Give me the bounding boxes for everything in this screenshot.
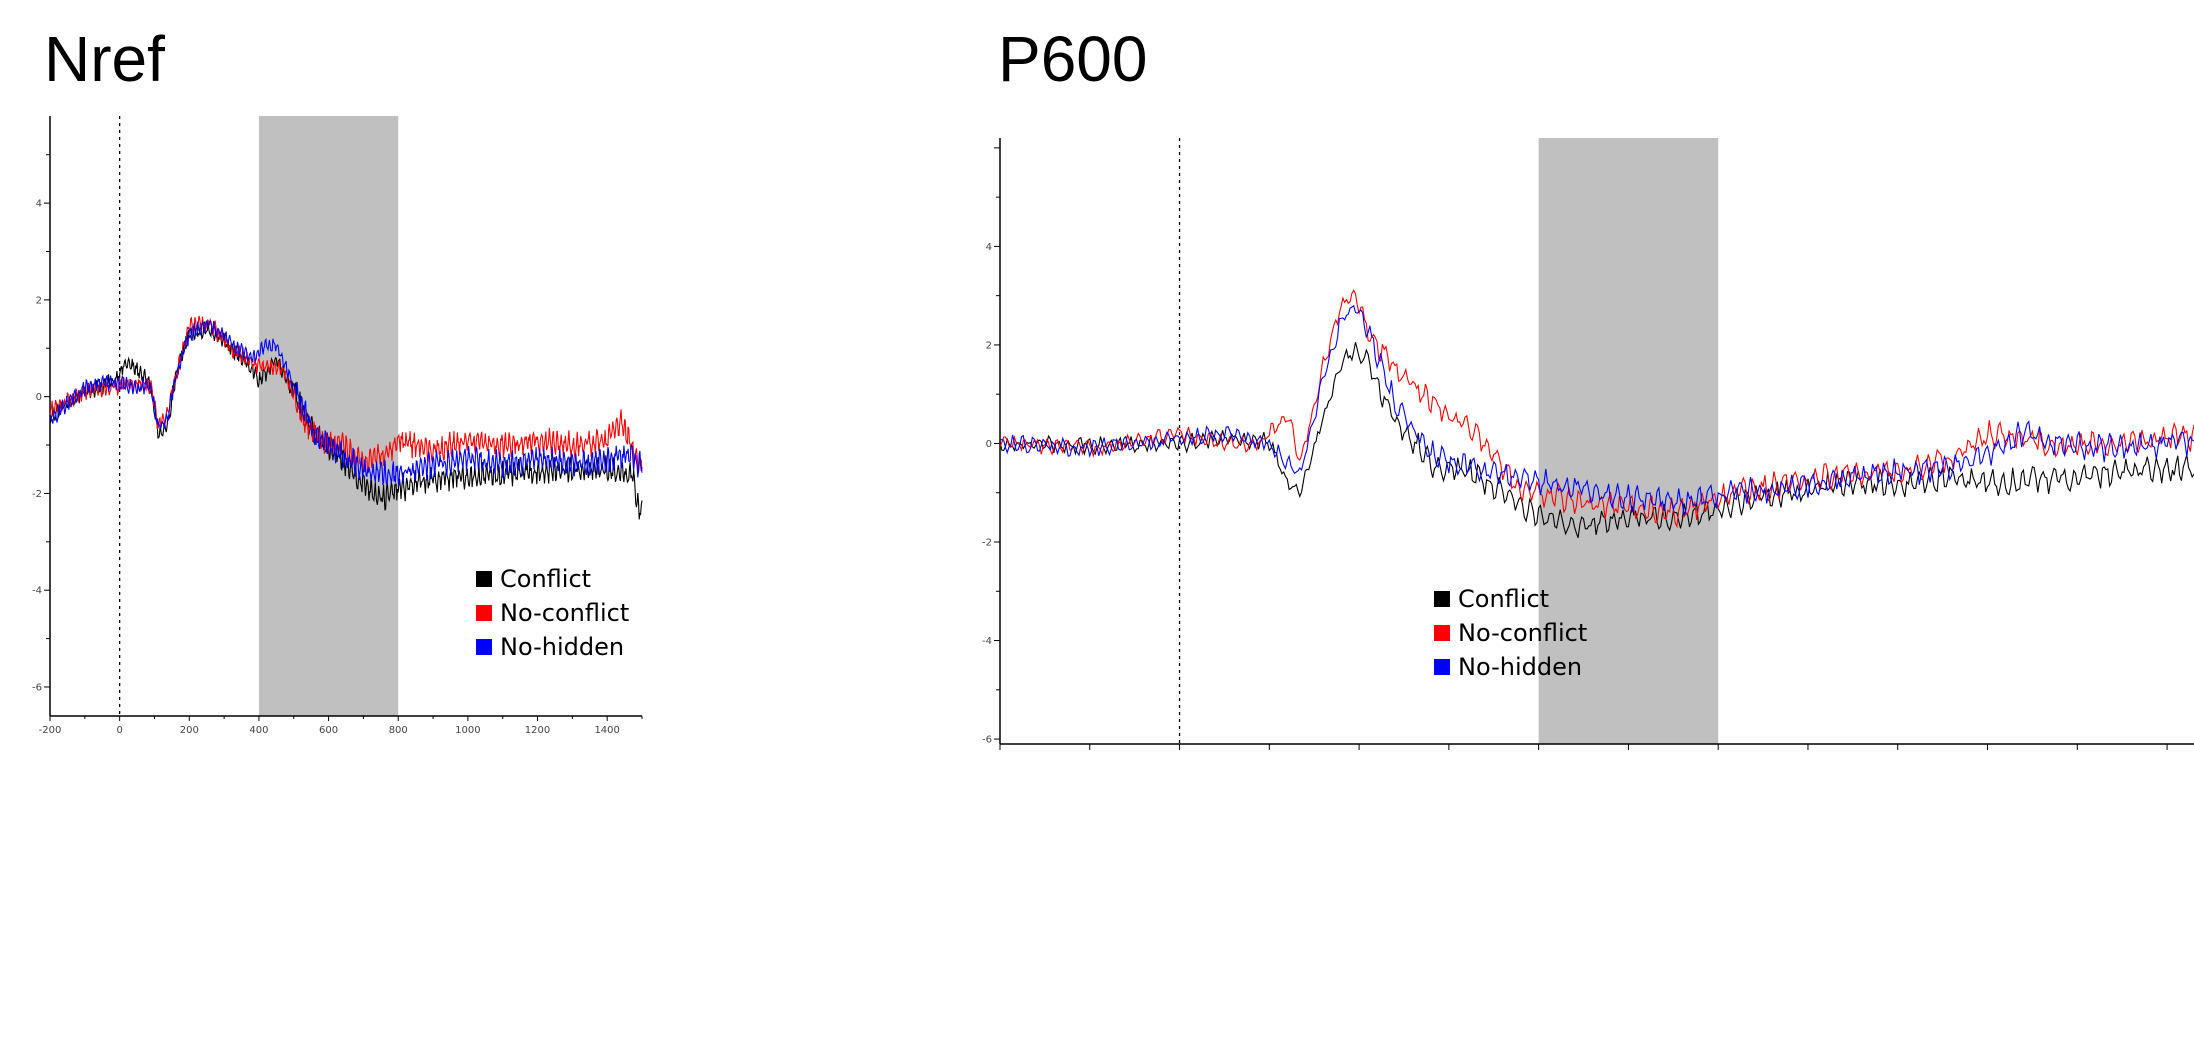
legend-label-no-hidden: No-hidden [1458,653,1582,681]
p600-chart: 4 2 0 -2 -4 -6 Conflict No-conflict No-hidden [982,138,2194,750]
legend-label-no-conflict: No-conflict [500,599,629,627]
x-tick-label: 800 [389,725,408,736]
legend-swatch-conflict [476,571,492,587]
y-tick-label: -2 [32,489,42,500]
legend-swatch-no-hidden [476,639,492,655]
analysis-window-shade [258,116,399,716]
x-tick-label: 1400 [594,725,619,736]
x-tick-label: 1000 [455,725,480,736]
y-tick-label: 0 [36,392,42,403]
y-tick-label: -6 [982,735,992,746]
x-tick-label: 600 [319,725,338,736]
y-tick-label: -2 [982,538,992,549]
y-tick-label: 4 [986,242,992,253]
nref-panel-title: Nref [44,23,165,95]
y-tick-label: -6 [32,682,42,693]
y-tick-label: 2 [986,340,992,351]
nref-chart: 4 2 0 -2 -4 -6 -200 0 200 400 600 800 1000 1200 1400 Co… [32,116,643,736]
legend-label-no-hidden: No-hidden [500,633,624,661]
legend-swatch-no-conflict [1434,625,1450,641]
y-tick-label: 2 [36,295,42,306]
x-tick-label: 0 [116,725,122,736]
y-tick-label: 4 [36,199,42,210]
x-tick-label: 1200 [525,725,550,736]
legend-swatch-no-conflict [476,605,492,621]
legend-label-no-conflict: No-conflict [1458,619,1587,647]
series-line-no-hidden [49,319,643,486]
y-tick-label: -4 [982,636,992,647]
x-tick-label: 200 [180,725,199,736]
series-line-no-hidden [999,304,2194,516]
series-line-conflict [999,342,2194,538]
x-tick-label: 400 [249,725,268,736]
series-line-conflict [49,320,643,520]
legend-label-conflict: Conflict [1458,585,1549,613]
y-tick-label: 0 [986,439,992,450]
legend-swatch-conflict [1434,591,1450,607]
x-tick-label: -200 [39,725,62,736]
p600-panel-title: P600 [998,23,1148,95]
y-tick-label: -4 [32,586,42,597]
legend-swatch-no-hidden [1434,659,1450,675]
analysis-window-shade [1538,138,1719,744]
legend-label-conflict: Conflict [500,565,591,593]
